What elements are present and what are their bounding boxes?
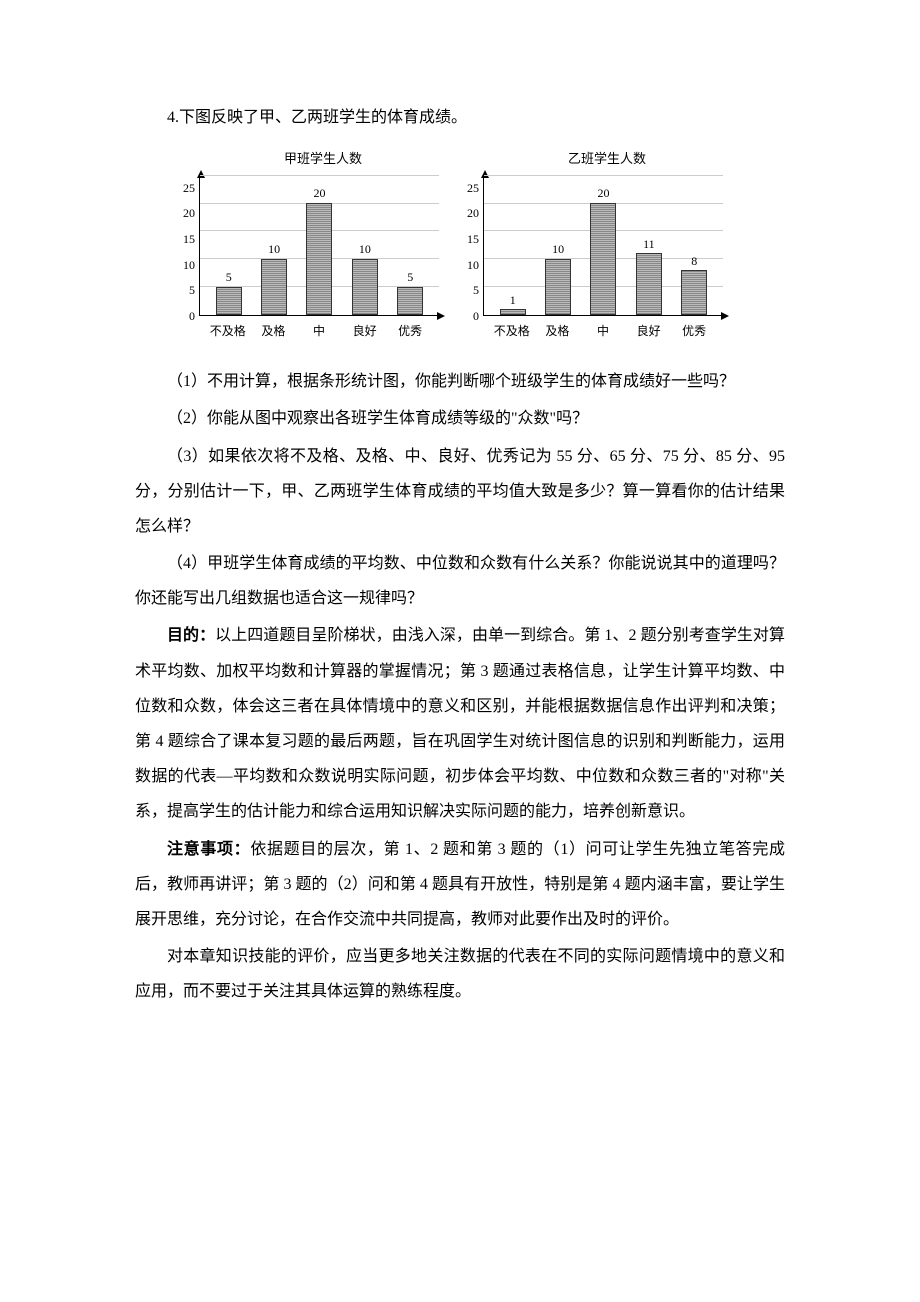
x-label: 良好 [347, 318, 383, 344]
x-label: 中 [585, 318, 621, 344]
ytick: 0 [175, 310, 195, 322]
bar-value: 8 [691, 254, 697, 268]
bar-value: 5 [226, 270, 232, 284]
notes-para: 注意事项：依据题目的层次，第 1、2 题和第 3 题的（1）问可让学生先独立笔答… [135, 832, 785, 938]
x-label: 中 [301, 318, 337, 344]
purpose-label: 目的： [167, 627, 215, 644]
ytick: 25 [459, 182, 479, 194]
purpose-text: 以上四道题目呈阶梯状，由浅入深，由单一到综合。第 1、2 题分别考查学生对算术平… [135, 627, 785, 820]
bar-wrap: 20 [585, 186, 621, 314]
q4-3: （3）如果依次将不及格、及格、中、良好、优秀记为 55 分、65 分、75 分、… [135, 439, 785, 545]
chart-jia-xlabels: 不及格及格中良好优秀 [199, 316, 439, 344]
bar [352, 259, 378, 315]
ytick: 10 [175, 259, 195, 271]
bar [500, 309, 526, 315]
bar-value: 20 [597, 186, 609, 200]
chart-jia-yaxis: 25 20 15 10 5 0 [175, 176, 199, 316]
bar-value: 10 [359, 242, 371, 256]
chart-yi-plot: 1 10 20 11 8 [483, 176, 723, 316]
chart-jia: 甲班学生人数 25 20 15 10 5 0 5 10 20 10 5 不及格及格中良好… [175, 145, 439, 344]
chart-yi-xlabels: 不及格及格中良好优秀 [483, 316, 723, 344]
bar [590, 203, 616, 315]
ytick: 5 [175, 284, 195, 296]
chart-jia-bars: 5 10 20 10 5 [200, 176, 439, 315]
bar-value: 10 [552, 242, 564, 256]
bar-wrap: 10 [540, 242, 576, 314]
x-label: 优秀 [392, 318, 428, 344]
bar-value: 1 [510, 293, 516, 307]
q4-1: （1）不用计算，根据条形统计图，你能判断哪个班级学生的体育成绩好一些吗？ [135, 364, 785, 399]
chart-jia-title: 甲班学生人数 [207, 145, 439, 174]
bar-value: 10 [268, 242, 280, 256]
bar-wrap: 20 [301, 186, 337, 314]
chart-yi-title: 乙班学生人数 [491, 145, 723, 174]
q4-intro: 4.下图反映了甲、乙两班学生的体育成绩。 [135, 100, 785, 135]
notes-label: 注意事项： [167, 841, 250, 858]
charts-row: 甲班学生人数 25 20 15 10 5 0 51020105 不及格及格中良好… [175, 145, 785, 344]
bar-wrap: 5 [211, 270, 247, 314]
bar-wrap: 10 [256, 242, 292, 314]
bar-wrap: 8 [676, 254, 712, 315]
x-label: 优秀 [676, 318, 712, 344]
bar [545, 259, 571, 315]
bar-wrap: 10 [347, 242, 383, 314]
bar [216, 287, 242, 315]
chart-yi-bars: 1 10 20 11 8 [484, 176, 723, 315]
ytick: 5 [459, 284, 479, 296]
chart-jia-plot: 5 10 20 10 5 [199, 176, 439, 316]
ytick: 10 [459, 259, 479, 271]
ytick: 15 [459, 233, 479, 245]
ytick: 20 [175, 207, 195, 219]
bar [306, 203, 332, 315]
bar [397, 287, 423, 315]
ytick: 15 [175, 233, 195, 245]
bar-value: 5 [407, 270, 413, 284]
bar-wrap: 1 [495, 293, 531, 315]
purpose-para: 目的：以上四道题目呈阶梯状，由浅入深，由单一到综合。第 1、2 题分别考查学生对… [135, 618, 785, 829]
x-label: 不及格 [494, 318, 530, 344]
x-label: 及格 [255, 318, 291, 344]
ytick: 20 [459, 207, 479, 219]
q4-4: （4）甲班学生体育成绩的平均数、中位数和众数有什么关系？你能说说其中的道理吗？你… [135, 546, 785, 616]
eval-para: 对本章知识技能的评价，应当更多地关注数据的代表在不同的实际问题情境中的意义和应用… [135, 939, 785, 1009]
bar-wrap: 5 [392, 270, 428, 314]
x-label: 良好 [631, 318, 667, 344]
chart-yi-yaxis: 25 20 15 10 5 0 [459, 176, 483, 316]
ytick: 0 [459, 310, 479, 322]
q4-2: （2）你能从图中观察出各班学生体育成绩等级的"众数"吗？ [135, 401, 785, 436]
x-label: 及格 [539, 318, 575, 344]
bar [261, 259, 287, 315]
x-label: 不及格 [210, 318, 246, 344]
ytick: 25 [175, 182, 195, 194]
bar [681, 270, 707, 315]
chart-yi: 乙班学生人数 25 20 15 10 5 0 1 10 20 11 8 不及格及格中良好… [459, 145, 723, 344]
bar [636, 253, 662, 315]
bar-wrap: 11 [631, 237, 667, 315]
bar-value: 11 [643, 237, 655, 251]
bar-value: 20 [313, 186, 325, 200]
